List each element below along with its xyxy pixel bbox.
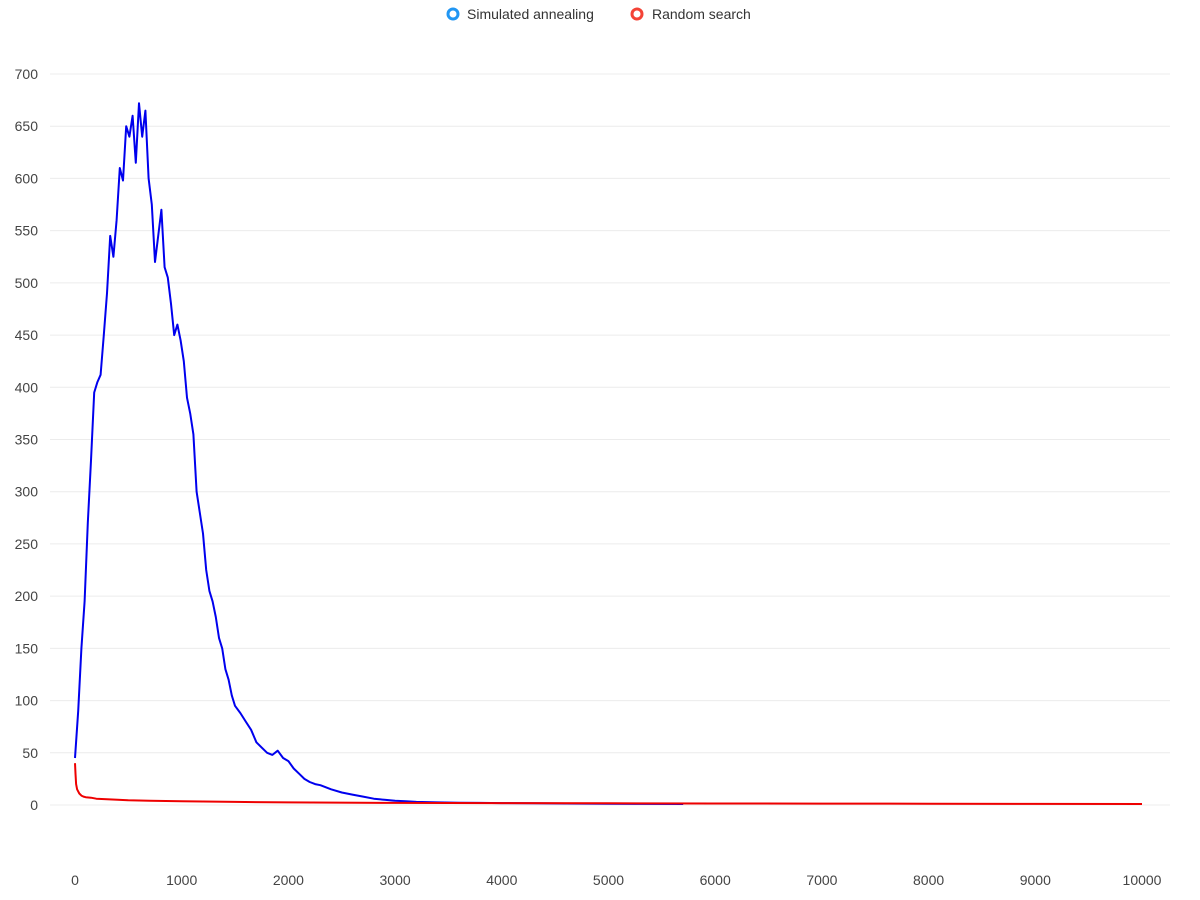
- legend-item-random-search[interactable]: Random search: [630, 6, 751, 22]
- x-tick-label-4000: 4000: [486, 872, 517, 888]
- x-tick-label-1000: 1000: [166, 872, 197, 888]
- x-tick-label-5000: 5000: [593, 872, 624, 888]
- grid-layer: [50, 73, 1170, 806]
- legend-item-simulated-annealing[interactable]: Simulated annealing: [446, 6, 594, 22]
- y-tick-label-250: 250: [15, 536, 39, 552]
- x-tick-label-2000: 2000: [273, 872, 304, 888]
- legend-label-random-search: Random search: [652, 6, 751, 22]
- x-tick-label-10000: 10000: [1123, 872, 1162, 888]
- y-tick-label-200: 200: [15, 588, 39, 604]
- y-tick-label-350: 350: [15, 432, 39, 448]
- y-tick-label-50: 50: [22, 745, 38, 761]
- y-tick-label-100: 100: [15, 693, 39, 709]
- x-tick-label-7000: 7000: [806, 872, 837, 888]
- y-tick-label-500: 500: [15, 275, 39, 291]
- legend: Simulated annealing Random search: [446, 6, 751, 22]
- y-axis-ticks: 0 50 100 150 200 250 300 350 400 450 500 550 600 650 7…: [15, 66, 39, 813]
- y-tick-label-450: 450: [15, 327, 39, 343]
- x-tick-label-3000: 3000: [380, 872, 411, 888]
- x-tick-label-8000: 8000: [913, 872, 944, 888]
- y-tick-label-650: 650: [15, 118, 39, 134]
- legend-marker-random-search: [630, 7, 644, 21]
- legend-marker-simulated-annealing: [446, 7, 460, 21]
- x-axis-ticks: 0 1000 2000 3000 4000 5000 6000 7000 8000 9000 100…: [71, 872, 1162, 888]
- series-layer: [74, 102, 1143, 805]
- y-tick-label-550: 550: [15, 223, 39, 239]
- x-tick-label-6000: 6000: [700, 872, 731, 888]
- series-line-random-search: [74, 763, 1143, 805]
- y-tick-label-600: 600: [15, 170, 39, 186]
- y-tick-label-700: 700: [15, 66, 39, 82]
- x-tick-label-0: 0: [71, 872, 79, 888]
- y-tick-label-150: 150: [15, 640, 39, 656]
- y-tick-label-400: 400: [15, 379, 39, 395]
- series-line-simulated-annealing: [74, 102, 684, 805]
- legend-label-simulated-annealing: Simulated annealing: [467, 6, 594, 22]
- y-tick-label-300: 300: [15, 484, 39, 500]
- y-tick-label-0: 0: [30, 797, 38, 813]
- x-tick-label-9000: 9000: [1020, 872, 1051, 888]
